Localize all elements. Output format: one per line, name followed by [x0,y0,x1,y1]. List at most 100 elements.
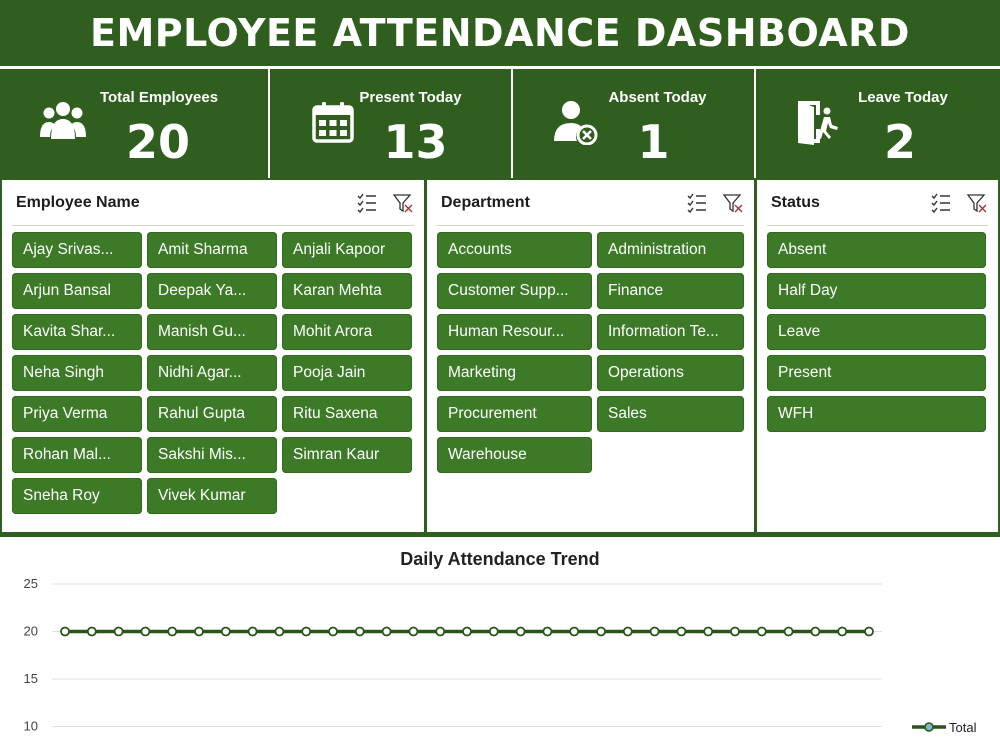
clear-filter-icon[interactable] [722,192,744,214]
data-point[interactable] [86,626,97,637]
slicer-item[interactable]: Present [767,355,986,391]
slicer-item[interactable]: Mohit Arora [282,314,412,350]
clear-filter-icon[interactable] [966,192,988,214]
data-point[interactable] [783,626,794,637]
slicer-item[interactable]: Pooja Jain [282,355,412,391]
data-point[interactable] [354,626,365,637]
data-point[interactable] [113,626,124,637]
slicer-item[interactable]: Rohan Mal... [12,437,142,473]
slicer-title: Status [771,194,820,211]
slicer-item[interactable]: Leave [767,314,986,350]
data-point[interactable] [864,626,874,637]
data-point[interactable] [730,626,740,637]
data-point[interactable] [60,626,70,637]
slicer-item[interactable]: Ritu Saxena [282,396,412,432]
data-point[interactable] [408,626,419,637]
status-slicer: Status Absent Half Day Leave Present WFH [755,178,1000,534]
slicer-item[interactable]: WFH [767,396,986,432]
data-point[interactable] [542,626,553,637]
slicer-item[interactable]: Marketing [437,355,592,391]
slicer-item[interactable]: Vivek Kumar [147,478,277,514]
slicer-item[interactable]: Priya Verma [12,396,142,432]
data-point[interactable] [488,626,499,637]
legend-marker [924,722,934,732]
slicer-items: Accounts Administration Customer Supp... Fi… [437,232,744,473]
user-remove-icon [554,101,598,145]
data-point[interactable] [328,626,338,637]
slicer-item[interactable]: Operations [597,355,744,391]
slicer-item[interactable]: Ajay Srivas... [12,232,142,268]
slicer-item[interactable]: Sneha Roy [12,478,142,514]
data-point[interactable] [649,626,660,637]
data-point[interactable] [274,626,285,637]
slicer-item[interactable]: Karan Mehta [282,273,412,309]
slicer-item[interactable]: Procurement [437,396,592,432]
data-point[interactable] [167,626,178,637]
chart-plot: 25 20 15 10 Total [24,576,977,735]
kpi-label: Present Today [359,89,462,106]
slicer-item[interactable]: Warehouse [437,437,592,473]
multi-select-icon[interactable] [930,192,952,214]
slicer-item[interactable]: Information Te... [597,314,744,350]
data-point[interactable] [596,626,606,637]
data-point[interactable] [676,626,687,637]
data-point[interactable] [810,626,821,637]
y-tick-label: 15 [24,671,38,686]
slicer-item[interactable]: Rahul Gupta [147,396,277,432]
slicer-item[interactable]: Administration [597,232,744,268]
slicer-header: Status [767,180,988,226]
slicer-item[interactable]: Absent [767,232,986,268]
clear-filter-icon[interactable] [392,192,414,214]
data-point[interactable] [703,626,714,637]
data-point[interactable] [435,626,446,637]
data-point[interactable] [462,626,472,637]
kpi-total-employees: Total Employees 20 [0,69,270,178]
data-point[interactable] [194,626,204,637]
data-point[interactable] [301,626,312,637]
slicer-item[interactable]: Manish Gu... [147,314,277,350]
slicer-item[interactable]: Deepak Ya... [147,273,277,309]
kpi-label: Leave Today [858,89,948,106]
slicer-item[interactable]: Arjun Bansal [12,273,142,309]
data-point[interactable] [220,626,231,637]
kpi-present-today: Present Today 13 [270,69,513,178]
kpi-value: 2 [883,115,916,169]
data-point[interactable] [140,626,151,637]
slicer-item[interactable]: Accounts [437,232,592,268]
y-tick-label: 20 [24,624,38,639]
data-point[interactable] [756,626,767,637]
slicer-items: Absent Half Day Leave Present WFH [767,232,988,432]
data-point[interactable] [381,626,392,637]
data-point[interactable] [569,626,580,637]
slicer-items: Ajay Srivas... Amit Sharma Anjali Kapoor Ar… [12,232,414,514]
slicer-header: Employee Name [12,180,414,226]
slicer-item[interactable]: Customer Supp... [437,273,592,309]
slicer-title: Department [441,194,530,211]
multi-select-icon[interactable] [356,192,378,214]
slicer-item[interactable]: Human Resour... [437,314,592,350]
slicer-item[interactable]: Sales [597,396,744,432]
exit-door-icon [798,101,838,145]
legend-label: Total [949,720,977,735]
slicer-item[interactable]: Kavita Shar... [12,314,142,350]
data-point[interactable] [837,626,848,637]
slicer-item[interactable]: Amit Sharma [147,232,277,268]
multi-select-icon[interactable] [686,192,708,214]
slicer-item[interactable]: Simran Kaur [282,437,412,473]
chart-title: Daily Attendance Trend [400,549,600,569]
data-point[interactable] [247,626,258,637]
dashboard-title: EMPLOYEE ATTENDANCE DASHBOARD [90,11,910,55]
slicer-title: Employee Name [16,194,140,211]
slicer-item[interactable]: Finance [597,273,744,309]
kpi-value: 1 [637,115,670,169]
kpi-label: Total Employees [99,89,219,106]
kpi-row: Total Employees 20 Present Today 13 Abse… [0,66,1000,178]
kpi-value: 20 [125,115,190,169]
data-point[interactable] [622,626,633,637]
slicer-item[interactable]: Neha Singh [12,355,142,391]
data-point[interactable] [515,626,526,637]
slicer-item[interactable]: Sakshi Mis... [147,437,277,473]
slicer-item[interactable]: Half Day [767,273,986,309]
slicer-item[interactable]: Nidhi Agar... [147,355,277,391]
slicer-item[interactable]: Anjali Kapoor [282,232,412,268]
